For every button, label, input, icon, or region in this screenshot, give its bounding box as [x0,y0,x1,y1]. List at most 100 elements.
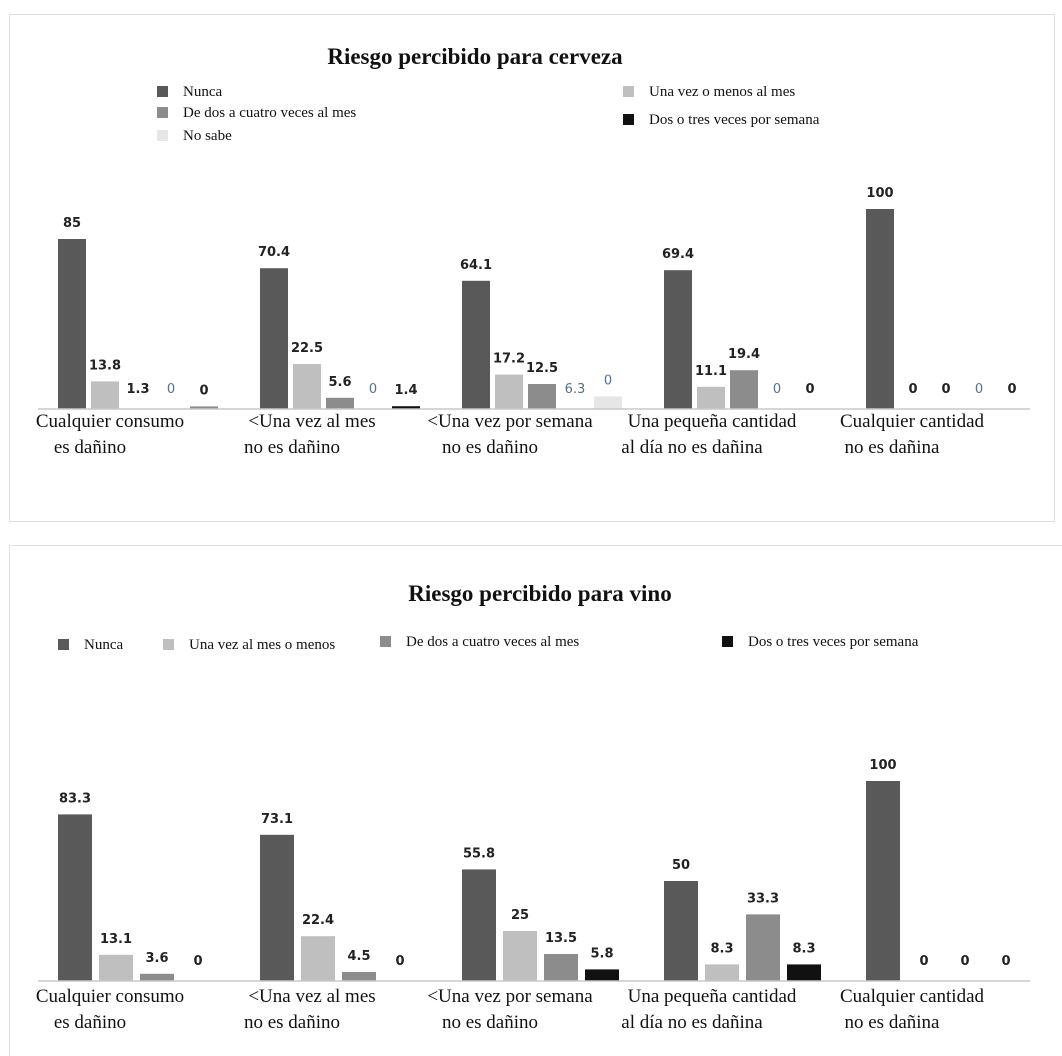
data-label: 83.3 [59,791,91,806]
legend-swatch [157,130,168,141]
legend-swatch [380,636,391,647]
bar [462,280,490,409]
bar [99,954,133,981]
data-label: 0 [167,382,175,397]
data-label: 6.3 [565,382,586,397]
bars: 83.3 13.1 3.6 0 73.1 22.4 4.5 0 55.8 25 13.5 5.8 50 8… [58,758,1011,981]
legend-label: De dos a cuatro veces al mes [406,634,579,650]
chart-title: Riesgo percibido para vino [408,581,671,606]
data-label: 5.8 [590,946,613,961]
bar [260,268,288,409]
legend-label: No sabe [183,128,232,144]
category-label-line2: es dañino [54,1012,126,1033]
bar [342,972,376,981]
bar [866,209,894,409]
legend-label: De dos a cuatro veces al mes [183,105,356,121]
legend-label: Dos o tres veces por semana [748,634,919,650]
bar [585,969,619,981]
chart-panel-vino: Riesgo percibido para vino Nunca Una vez … [9,545,1062,1056]
legend: Nunca Una vez o menos al mes De dos a cuat… [157,84,820,144]
data-label: 0 [773,382,781,397]
data-label: 22.4 [302,913,334,928]
category-label-line1: Cualquier consumo [36,986,184,1007]
bar [301,936,335,981]
data-label: 85 [63,216,81,231]
category-label-line2: al día no es dañina [621,1012,763,1033]
category-label-line2: no es dañino [442,437,538,458]
category-label-line1: Cualquier cantidad [840,411,985,432]
data-label: 0 [395,954,404,969]
category-label-line1: Cualquier consumo [36,411,184,432]
data-label: 73.1 [261,812,293,827]
data-label: 0 [960,954,969,969]
category-label-line2: al día no es dañina [621,437,763,458]
chart-title: Riesgo percibido para cerveza [327,44,623,69]
data-label: 19.4 [728,347,760,362]
category-label-line1: Cualquier cantidad [840,986,985,1007]
legend-swatch [157,86,168,97]
bar [326,397,354,409]
data-label: 0 [193,954,202,969]
category-label-line1: Una pequeña cantidad [628,411,797,432]
category-label-line1: <Una vez por semana [427,411,593,432]
bar [392,406,420,409]
data-label: 13.1 [100,932,132,947]
category-label-line2: no es dañina [845,1012,941,1033]
data-label: 1.3 [126,382,149,397]
data-label: 22.5 [291,341,323,356]
data-label: 8.3 [792,941,815,956]
data-label: 0 [941,382,950,397]
data-label: 13.8 [89,358,121,373]
bar [746,914,780,981]
data-label: 0 [919,954,928,969]
bar [787,964,821,981]
bar [697,386,725,409]
data-label: 1.4 [394,383,417,398]
data-label: 0 [908,382,917,397]
chart-cerveza: Riesgo percibido para cerveza Nunca Una v… [36,44,1030,458]
category-label-line2: no es dañino [442,1012,538,1033]
legend-label: Una vez al mes o menos [189,637,335,653]
bar [664,270,692,409]
data-label: 69.4 [662,247,694,262]
category-label-line2: no es dañina [845,437,941,458]
data-label: 3.6 [145,951,168,966]
data-label: 64.1 [460,258,492,273]
data-label: 70.4 [258,245,290,260]
category-label-line2: no es dañino [244,437,340,458]
bar [58,239,86,409]
bar [730,370,758,409]
bar [495,374,523,409]
legend: Nunca Una vez al mes o menos De dos a cuat… [58,634,919,653]
legend-label: Nunca [84,637,123,653]
data-label: 11.1 [695,364,727,379]
bar [866,781,900,981]
bar [503,931,537,981]
bar [705,964,739,981]
category-label-line2: es dañino [54,437,126,458]
data-label: 5.6 [328,375,351,390]
legend-swatch [58,639,69,650]
data-label: 100 [866,186,893,201]
bar [544,954,578,981]
category-label-line1: <Una vez al mes [248,986,375,1007]
legend-swatch [623,86,634,97]
data-label: 4.5 [347,949,370,964]
category-labels: Cualquier consumo es dañino <Una vez al me… [36,986,985,1033]
legend-swatch [722,636,733,647]
bar [528,384,556,409]
bar [91,381,119,409]
category-label-line2: no es dañino [244,1012,340,1033]
data-label: 13.5 [545,931,577,946]
category-label-line1: <Una vez por semana [427,986,593,1007]
chart-vino: Riesgo percibido para vino Nunca Una vez … [36,581,1030,1033]
bar [190,406,218,409]
data-label: 0 [369,382,377,397]
legend-swatch [623,114,634,125]
data-label: 0 [975,382,983,397]
legend-swatch [157,107,168,118]
data-label: 8.3 [710,941,733,956]
data-label: 0 [1001,954,1010,969]
category-labels: Cualquier consumo es dañino <Una vez al me… [36,411,985,458]
data-label: 33.3 [747,891,779,906]
